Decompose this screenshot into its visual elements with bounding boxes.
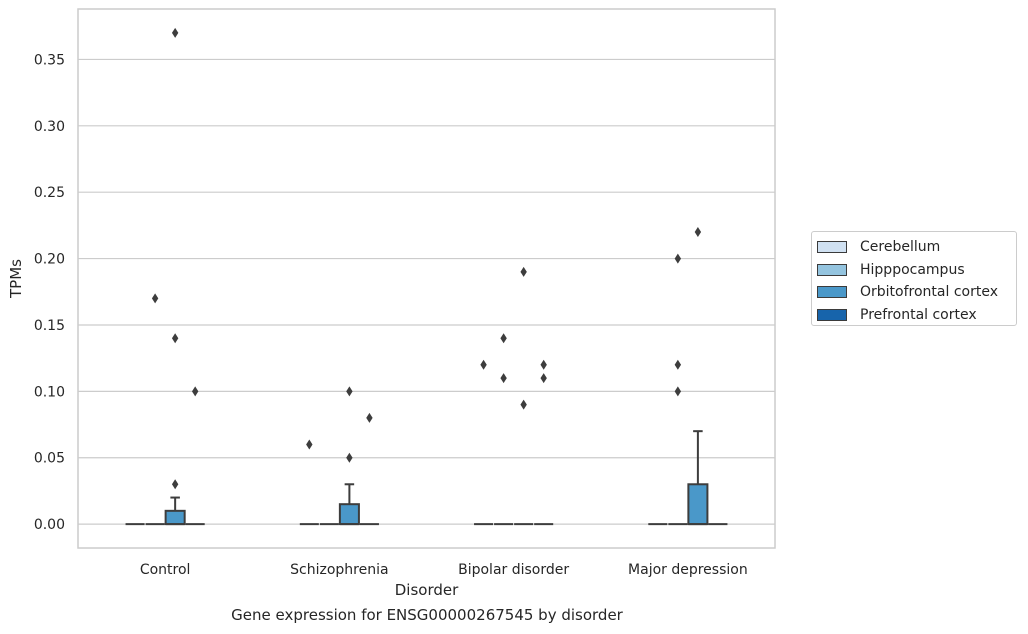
y-tick-label: 0.15	[34, 318, 65, 334]
x-tick-label: Schizophrenia	[290, 562, 388, 578]
outlier-point	[366, 412, 373, 423]
outlier-point	[674, 359, 682, 370]
legend-swatch-prefrontal	[817, 308, 847, 321]
outlier-point	[171, 333, 179, 344]
outlier-point	[674, 386, 682, 397]
legend-label-hippocampus: Hipppocampus	[860, 261, 965, 278]
outlier-point	[151, 293, 159, 304]
y-tick-label: 0.25	[34, 185, 65, 201]
legend-item-hippocampus: Hipppocampus	[817, 259, 1016, 282]
box-body	[687, 483, 709, 526]
outlier-point	[346, 452, 353, 463]
legend-swatch-cerebellum	[817, 241, 847, 254]
outlier-point	[540, 359, 547, 370]
legend-item-prefrontal: Prefrontal cortex	[817, 304, 1016, 327]
legend-label-cerebellum: Cerebellum	[860, 239, 941, 256]
legend-label-orbitofrontal: Orbitofrontal cortex	[860, 284, 998, 301]
outlier-point	[540, 373, 547, 384]
outlier-point	[520, 266, 527, 277]
outlier-point	[520, 399, 527, 410]
outlier-point	[500, 333, 507, 344]
legend-swatch-orbitofrontal	[817, 286, 847, 299]
y-tick-label: 0.20	[34, 252, 65, 268]
legend-item-orbitofrontal: Orbitofrontal cortex	[817, 281, 1016, 304]
outlier-point	[346, 386, 353, 397]
chart-caption: Gene expression for ENSG00000267545 by d…	[231, 606, 623, 624]
y-tick-label: 0.05	[34, 451, 65, 467]
outlier-point	[500, 373, 507, 384]
outlier-point	[171, 479, 179, 490]
y-tick-label: 0.30	[34, 119, 65, 135]
x-tick-label: Bipolar disorder	[458, 562, 569, 578]
x-tick-label: Major depression	[628, 562, 748, 578]
outlier-point	[694, 227, 702, 238]
legend-item-cerebellum: Cerebellum	[817, 236, 1016, 259]
outlier-point	[480, 359, 487, 370]
y-tick-label: 0.10	[34, 384, 65, 400]
legend-swatch-hippocampus	[817, 263, 847, 276]
y-axis-label: TPMs	[7, 259, 25, 299]
outlier-point	[674, 253, 682, 264]
box-body	[164, 509, 186, 526]
y-tick-label: 0.00	[34, 517, 65, 533]
legend: Cerebellum Hipppocampus Orbitofrontal co…	[811, 231, 1017, 326]
plot-frame	[77, 8, 776, 549]
legend-label-prefrontal: Prefrontal cortex	[860, 306, 977, 323]
outlier-point	[191, 386, 199, 397]
outlier-point	[306, 439, 313, 450]
outlier-point	[171, 27, 179, 38]
x-axis-label: Disorder	[395, 581, 459, 599]
y-tick-label: 0.35	[34, 52, 65, 68]
box-body	[338, 503, 360, 526]
x-tick-label: Control	[140, 562, 191, 578]
